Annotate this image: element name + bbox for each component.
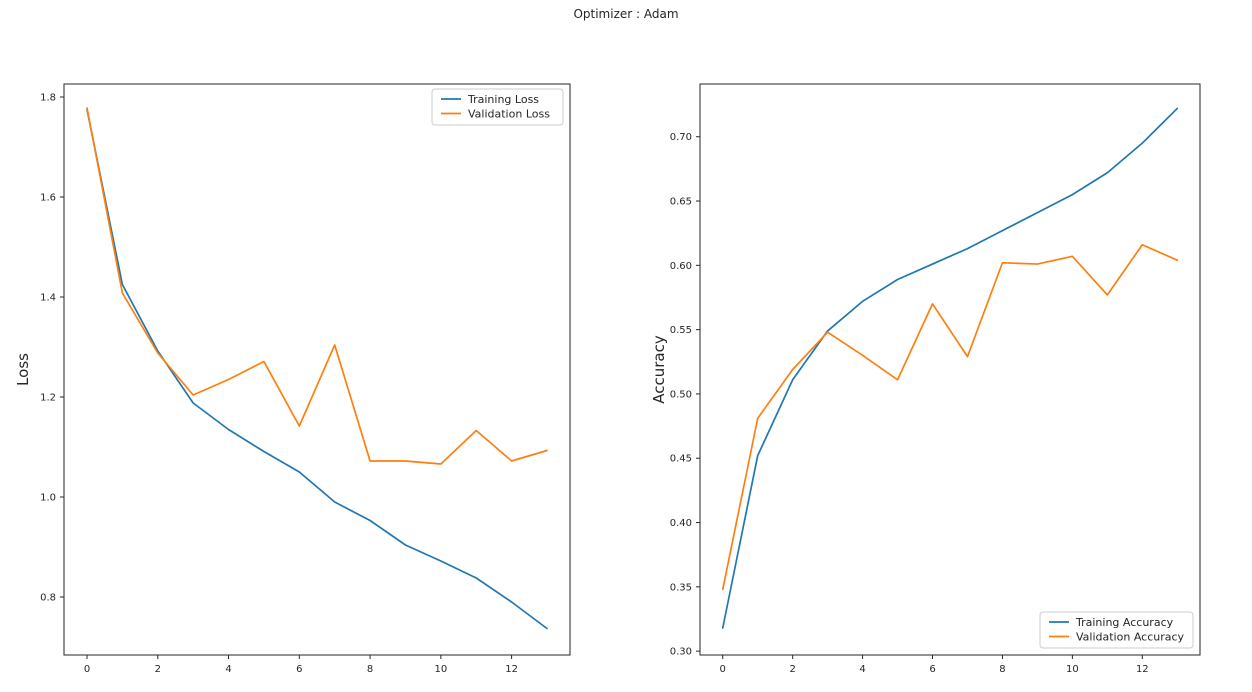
legend-label-training-loss: Training Loss (467, 93, 539, 106)
y-tick-label: 1.4 (40, 293, 56, 304)
series-training-accuracy (721, 107, 1179, 629)
y-tick-label: 0.65 (670, 197, 692, 208)
x-tick-label: 6 (296, 664, 302, 675)
y-tick-label: 0.35 (670, 582, 692, 593)
y-tick-label: 1.8 (40, 93, 56, 104)
y-tick-label: 1.0 (40, 493, 56, 504)
loss-chart: 0 2 4 6 8 10 12 0.8 1.0 1.2 1.4 1.6 1.8 Loss Training … (14, 83, 571, 675)
y-axis: 0.30 0.35 0.40 0.45 0.50 0.55 0.60 0.65 0.70 (670, 132, 700, 658)
series-validation-accuracy (721, 243, 1179, 591)
y-axis-label: Accuracy (650, 335, 668, 404)
y-tick-label: 0.45 (670, 454, 692, 465)
figure-title: Optimizer : Adam (573, 7, 679, 21)
x-tick-label: 0 (84, 664, 90, 675)
y-tick-label: 1.2 (40, 393, 56, 404)
y-tick-label: 1.6 (40, 193, 56, 204)
x-tick-label: 10 (1066, 664, 1079, 675)
series-training-loss (86, 108, 548, 630)
legend-label-training-accuracy: Training Accuracy (1075, 616, 1174, 629)
y-tick-label: 0.30 (670, 647, 692, 658)
x-axis: 0 2 4 6 8 10 12 (84, 655, 518, 675)
legend-box (1039, 611, 1194, 649)
series-validation-loss (86, 107, 548, 465)
x-tick-label: 6 (929, 664, 935, 675)
x-tick-label: 8 (367, 664, 373, 675)
y-tick-label: 0.40 (670, 518, 692, 529)
y-tick-label: 0.8 (40, 593, 56, 604)
y-axis-label: Loss (14, 353, 32, 386)
y-tick-label: 0.60 (670, 261, 692, 272)
accuracy-chart: 0 2 4 6 8 10 12 0.30 0.35 0.40 0.45 0.50 0.55 0.60 0.6… (650, 83, 1201, 675)
y-axis: 0.8 1.0 1.2 1.4 1.6 1.8 (40, 93, 64, 604)
x-tick-label: 2 (155, 664, 161, 675)
x-tick-label: 12 (505, 664, 518, 675)
x-tick-label: 10 (434, 664, 447, 675)
y-tick-label: 0.55 (670, 325, 692, 336)
x-tick-label: 0 (720, 664, 726, 675)
legend-label-validation-loss: Validation Loss (468, 107, 550, 120)
legend-label-validation-accuracy: Validation Accuracy (1076, 630, 1185, 643)
x-tick-label: 4 (859, 664, 865, 675)
x-tick-label: 4 (225, 664, 231, 675)
y-tick-label: 0.70 (670, 132, 692, 143)
x-tick-label: 8 (999, 664, 1005, 675)
x-tick-label: 2 (789, 664, 795, 675)
y-tick-label: 0.50 (670, 389, 692, 400)
x-axis: 0 2 4 6 8 10 12 (720, 655, 1149, 675)
legend-box (431, 88, 564, 126)
plot-frame (63, 83, 571, 656)
plot-frame (699, 83, 1201, 656)
x-tick-label: 12 (1136, 664, 1149, 675)
